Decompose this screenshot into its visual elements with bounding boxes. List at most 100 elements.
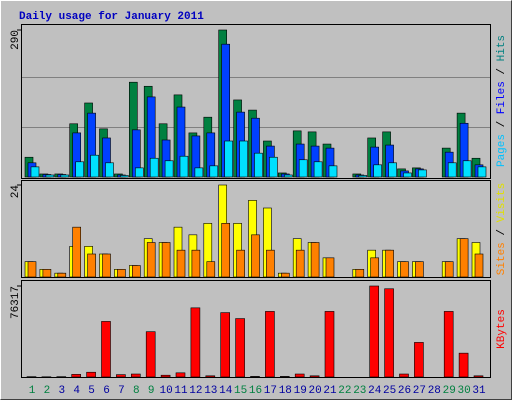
y-tick-label: 290 bbox=[10, 30, 22, 50]
chart-title: Daily usage for January 2011 bbox=[19, 11, 204, 23]
x-tick-label: 3 bbox=[58, 385, 65, 397]
x-tick-label: 28 bbox=[428, 385, 441, 397]
bar bbox=[294, 373, 305, 378]
x-tick-label: 10 bbox=[159, 385, 172, 397]
bar bbox=[102, 253, 111, 278]
bar bbox=[60, 174, 70, 178]
bar bbox=[385, 249, 394, 278]
bar bbox=[384, 288, 394, 378]
bar bbox=[209, 165, 219, 178]
legend-entry: KBytes bbox=[496, 309, 508, 349]
bar bbox=[358, 175, 368, 178]
bar bbox=[87, 253, 96, 278]
x-tick-label: 17 bbox=[264, 385, 277, 397]
bar bbox=[206, 261, 216, 278]
bar bbox=[414, 342, 424, 378]
x-tick-label: 20 bbox=[308, 385, 321, 397]
bar bbox=[135, 167, 144, 178]
bar bbox=[179, 155, 189, 178]
x-tick-label: 15 bbox=[234, 385, 247, 397]
legend-entry: Sites bbox=[496, 242, 508, 275]
x-tick-label: 23 bbox=[353, 385, 366, 397]
x-tick-label: 16 bbox=[249, 385, 262, 397]
bar bbox=[458, 352, 469, 378]
x-tick-label: 6 bbox=[103, 385, 110, 397]
x-tick-label: 19 bbox=[294, 385, 307, 397]
bar bbox=[355, 269, 365, 278]
bar bbox=[120, 175, 129, 178]
bar bbox=[325, 257, 335, 278]
bar bbox=[72, 226, 81, 278]
bar bbox=[254, 152, 263, 178]
x-tick-label: 25 bbox=[383, 385, 396, 397]
bar bbox=[295, 249, 305, 278]
bar bbox=[370, 257, 380, 278]
bar bbox=[309, 375, 320, 378]
bar bbox=[86, 371, 96, 378]
x-tick-label: 4 bbox=[73, 385, 80, 397]
x-tick-label: 12 bbox=[189, 385, 202, 397]
bar bbox=[266, 249, 275, 278]
bar bbox=[27, 261, 37, 278]
bar bbox=[235, 318, 245, 378]
bar bbox=[298, 159, 308, 178]
x-tick-label: 26 bbox=[398, 385, 411, 397]
bar bbox=[477, 166, 487, 178]
bar bbox=[474, 253, 484, 278]
bar bbox=[221, 223, 230, 278]
bar bbox=[164, 160, 174, 178]
x-tick-label: 2 bbox=[44, 385, 51, 397]
bar bbox=[418, 169, 427, 178]
bar bbox=[328, 165, 338, 178]
legend-entry: Pages bbox=[496, 134, 508, 167]
x-tick-label: 27 bbox=[413, 385, 426, 397]
bar bbox=[369, 285, 380, 378]
bar bbox=[149, 157, 159, 178]
bar bbox=[71, 374, 81, 378]
bar bbox=[399, 373, 409, 378]
bar bbox=[403, 172, 412, 178]
bar bbox=[105, 162, 114, 178]
bar bbox=[145, 331, 156, 378]
x-tick-label: 21 bbox=[323, 385, 337, 397]
bar bbox=[131, 373, 141, 378]
bar bbox=[42, 269, 52, 278]
y-tick-label: 24 bbox=[10, 185, 22, 199]
legend-entry: Visits bbox=[496, 183, 508, 223]
bar bbox=[447, 162, 457, 178]
legend: Sites / Visits bbox=[496, 183, 508, 275]
bar bbox=[310, 242, 320, 278]
bar bbox=[280, 272, 290, 278]
x-tick-label: 1 bbox=[29, 385, 36, 397]
bar bbox=[220, 312, 230, 378]
legend: KBytes bbox=[496, 309, 508, 349]
bar bbox=[191, 249, 201, 278]
bar bbox=[324, 311, 335, 378]
x-tick-label: 8 bbox=[133, 385, 140, 397]
bar bbox=[313, 161, 323, 178]
bar bbox=[190, 307, 201, 378]
bar bbox=[224, 140, 233, 178]
bar bbox=[415, 261, 424, 278]
panel bbox=[21, 280, 491, 378]
bar bbox=[265, 311, 275, 378]
legend: Pages / Files / Hits bbox=[496, 35, 508, 167]
bar bbox=[75, 161, 84, 178]
x-tick-label: 24 bbox=[368, 385, 382, 397]
bar bbox=[388, 162, 397, 178]
x-tick-label: 18 bbox=[279, 385, 292, 397]
bar bbox=[462, 160, 472, 178]
x-tick-label: 22 bbox=[338, 385, 351, 397]
bar bbox=[373, 164, 383, 178]
x-tick-label: 9 bbox=[148, 385, 155, 397]
x-tick-label: 11 bbox=[174, 385, 188, 397]
legend-separator: / bbox=[496, 61, 508, 81]
bar bbox=[443, 311, 454, 378]
bar bbox=[146, 242, 156, 278]
bar bbox=[117, 269, 126, 278]
y-tick-label: 76317 bbox=[10, 286, 22, 319]
bar bbox=[236, 249, 245, 278]
bar bbox=[90, 154, 99, 178]
x-tick-label: 7 bbox=[118, 385, 125, 397]
